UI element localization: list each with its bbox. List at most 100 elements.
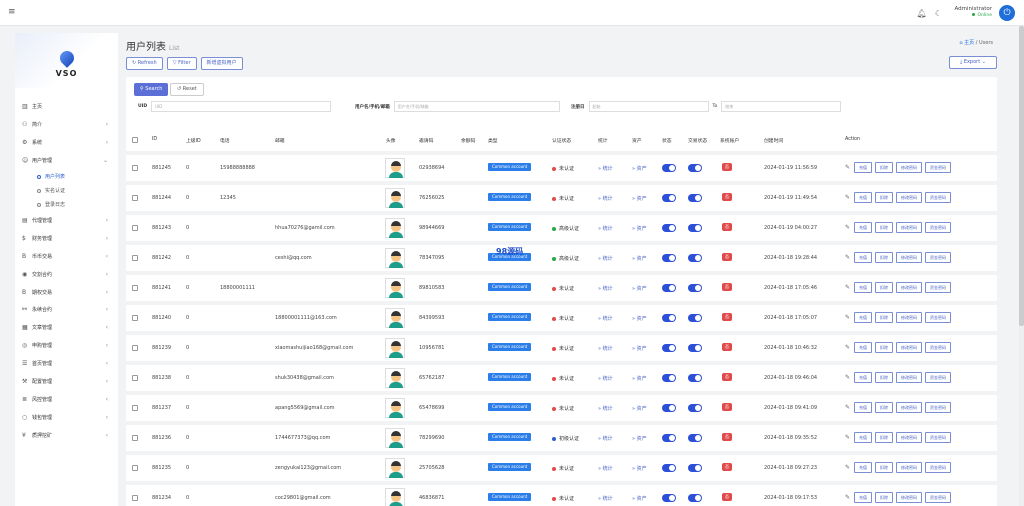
action-button-4[interactable]: 资金密码 xyxy=(925,432,951,443)
edit-icon[interactable]: ✎ xyxy=(845,254,851,261)
row-checkbox[interactable] xyxy=(132,495,138,501)
column-header[interactable]: 系统账户 xyxy=(720,139,740,144)
export-button[interactable]: ⤓ Export ⌄ xyxy=(949,56,997,69)
action-button-2[interactable]: 扣除 xyxy=(875,432,893,443)
action-button-1[interactable]: 充值 xyxy=(854,432,872,443)
action-button-1[interactable]: 充值 xyxy=(854,372,872,383)
bell-icon[interactable]: 🔔︎ xyxy=(916,9,927,18)
date-to-input[interactable]: 结束 xyxy=(721,101,842,112)
sidebar-item-12[interactable]: ○ 钱包管理 ‹ xyxy=(15,408,118,426)
moon-icon[interactable]: ☾ xyxy=(934,9,942,18)
action-button-2[interactable]: 扣除 xyxy=(875,402,893,413)
stats-link[interactable]: » 统计 xyxy=(598,375,613,382)
stats-link[interactable]: » 统计 xyxy=(598,405,613,412)
action-button-2[interactable]: 扣除 xyxy=(875,192,893,203)
edit-icon[interactable]: ✎ xyxy=(845,284,851,291)
trade-status-toggle[interactable] xyxy=(688,344,702,352)
edit-icon[interactable]: ✎ xyxy=(845,314,851,321)
action-button-1[interactable]: 充值 xyxy=(854,222,872,233)
stats-link[interactable]: » 统计 xyxy=(598,195,613,202)
row-checkbox[interactable] xyxy=(132,375,138,381)
edit-icon[interactable]: ✎ xyxy=(845,494,851,501)
action-button-2[interactable]: 扣除 xyxy=(875,162,893,173)
trade-status-toggle[interactable] xyxy=(688,404,702,412)
crumb-home[interactable]: ⌂ 主页 xyxy=(959,40,974,46)
action-button-2[interactable]: 扣除 xyxy=(875,492,893,503)
action-button-3[interactable]: 修改密码 xyxy=(896,192,922,203)
sidebar-item-2[interactable]: ⚇ 简介 ‹ xyxy=(15,116,118,134)
stats-link[interactable]: » 统计 xyxy=(598,465,613,472)
status-toggle[interactable] xyxy=(662,194,676,202)
column-header[interactable]: 交易状态 xyxy=(688,139,708,144)
action-button-2[interactable]: 扣除 xyxy=(875,252,893,263)
action-button-1[interactable]: 充值 xyxy=(854,402,872,413)
edit-icon[interactable]: ✎ xyxy=(845,344,851,351)
row-checkbox[interactable] xyxy=(132,345,138,351)
stats-link[interactable]: » 统计 xyxy=(598,315,613,322)
action-button-1[interactable]: 充值 xyxy=(854,192,872,203)
stats-link[interactable]: » 统计 xyxy=(598,165,613,172)
status-toggle[interactable] xyxy=(662,494,676,502)
action-button-4[interactable]: 资金密码 xyxy=(925,252,951,263)
action-button-1[interactable]: 充值 xyxy=(854,342,872,353)
status-toggle[interactable] xyxy=(662,314,676,322)
action-button-3[interactable]: 修改密码 xyxy=(896,312,922,323)
status-toggle[interactable] xyxy=(662,404,676,412)
column-header[interactable]: 邮箱 xyxy=(275,139,285,144)
row-checkbox[interactable] xyxy=(132,165,138,171)
assets-link[interactable]: » 资产 xyxy=(632,375,647,382)
assets-link[interactable]: » 资产 xyxy=(632,165,647,172)
action-button-4[interactable]: 资金密码 xyxy=(925,492,951,503)
row-checkbox[interactable] xyxy=(132,285,138,291)
stats-link[interactable]: » 统计 xyxy=(598,495,613,502)
edit-icon[interactable]: ✎ xyxy=(845,224,851,231)
filter-button[interactable]: ▽ Filter xyxy=(166,57,197,70)
sidebar-item-13[interactable]: ¥ 质押挖矿 ‹ xyxy=(15,426,118,444)
assets-link[interactable]: » 资产 xyxy=(632,285,647,292)
action-button-2[interactable]: 扣除 xyxy=(875,372,893,383)
row-checkbox[interactable] xyxy=(132,465,138,471)
action-button-3[interactable]: 修改密码 xyxy=(896,342,922,353)
trade-status-toggle[interactable] xyxy=(688,494,702,502)
action-button-3[interactable]: 修改密码 xyxy=(896,252,922,263)
column-header[interactable]: 余额码 xyxy=(461,139,476,144)
action-button-4[interactable]: 资金密码 xyxy=(925,312,951,323)
trade-status-toggle[interactable] xyxy=(688,374,702,382)
action-button-3[interactable]: 修改密码 xyxy=(896,282,922,293)
sidebar-item-1[interactable]: ▤ 代理管理 ‹ xyxy=(15,212,118,230)
stats-link[interactable]: » 统计 xyxy=(598,435,613,442)
column-header[interactable]: 统计 xyxy=(598,139,608,144)
edit-icon[interactable]: ✎ xyxy=(845,434,851,441)
sidebar-item-7[interactable]: ▦ 文章管理 ‹ xyxy=(15,319,118,337)
status-toggle[interactable] xyxy=(662,434,676,442)
trade-status-toggle[interactable] xyxy=(688,314,702,322)
edit-icon[interactable]: ✎ xyxy=(845,464,851,471)
status-toggle[interactable] xyxy=(662,464,676,472)
hamburger-icon[interactable]: ≡ xyxy=(8,7,16,17)
assets-link[interactable]: » 资产 xyxy=(632,315,647,322)
column-header[interactable]: 上级ID xyxy=(186,139,201,144)
status-toggle[interactable] xyxy=(662,254,676,262)
action-button-3[interactable]: 修改密码 xyxy=(896,162,922,173)
action-button-1[interactable]: 充值 xyxy=(854,252,872,263)
status-toggle[interactable] xyxy=(662,164,676,172)
action-button-1[interactable]: 充值 xyxy=(854,162,872,173)
column-header[interactable]: 头像 xyxy=(386,139,396,144)
sidebar-item-9[interactable]: ☰ 首页管理 ‹ xyxy=(15,355,118,373)
row-checkbox[interactable] xyxy=(132,405,138,411)
row-checkbox[interactable] xyxy=(132,195,138,201)
column-header[interactable]: 电话 xyxy=(220,139,230,144)
action-button-2[interactable]: 扣除 xyxy=(875,222,893,233)
action-button-4[interactable]: 资金密码 xyxy=(925,282,951,293)
column-header[interactable]: Action xyxy=(845,137,861,142)
add-virtual-user-button[interactable]: 新增虚拟用户 xyxy=(200,57,243,70)
trade-status-toggle[interactable] xyxy=(688,164,702,172)
assets-link[interactable]: » 资产 xyxy=(632,225,647,232)
action-button-3[interactable]: 修改密码 xyxy=(896,372,922,383)
action-button-1[interactable]: 充值 xyxy=(854,492,872,503)
sidebar-item-4[interactable]: ☺ 用户管理 ⌄ xyxy=(15,152,118,170)
assets-link[interactable]: » 资产 xyxy=(632,405,647,412)
action-button-4[interactable]: 资金密码 xyxy=(925,462,951,473)
action-button-2[interactable]: 扣除 xyxy=(875,282,893,293)
edit-icon[interactable]: ✎ xyxy=(845,194,851,201)
